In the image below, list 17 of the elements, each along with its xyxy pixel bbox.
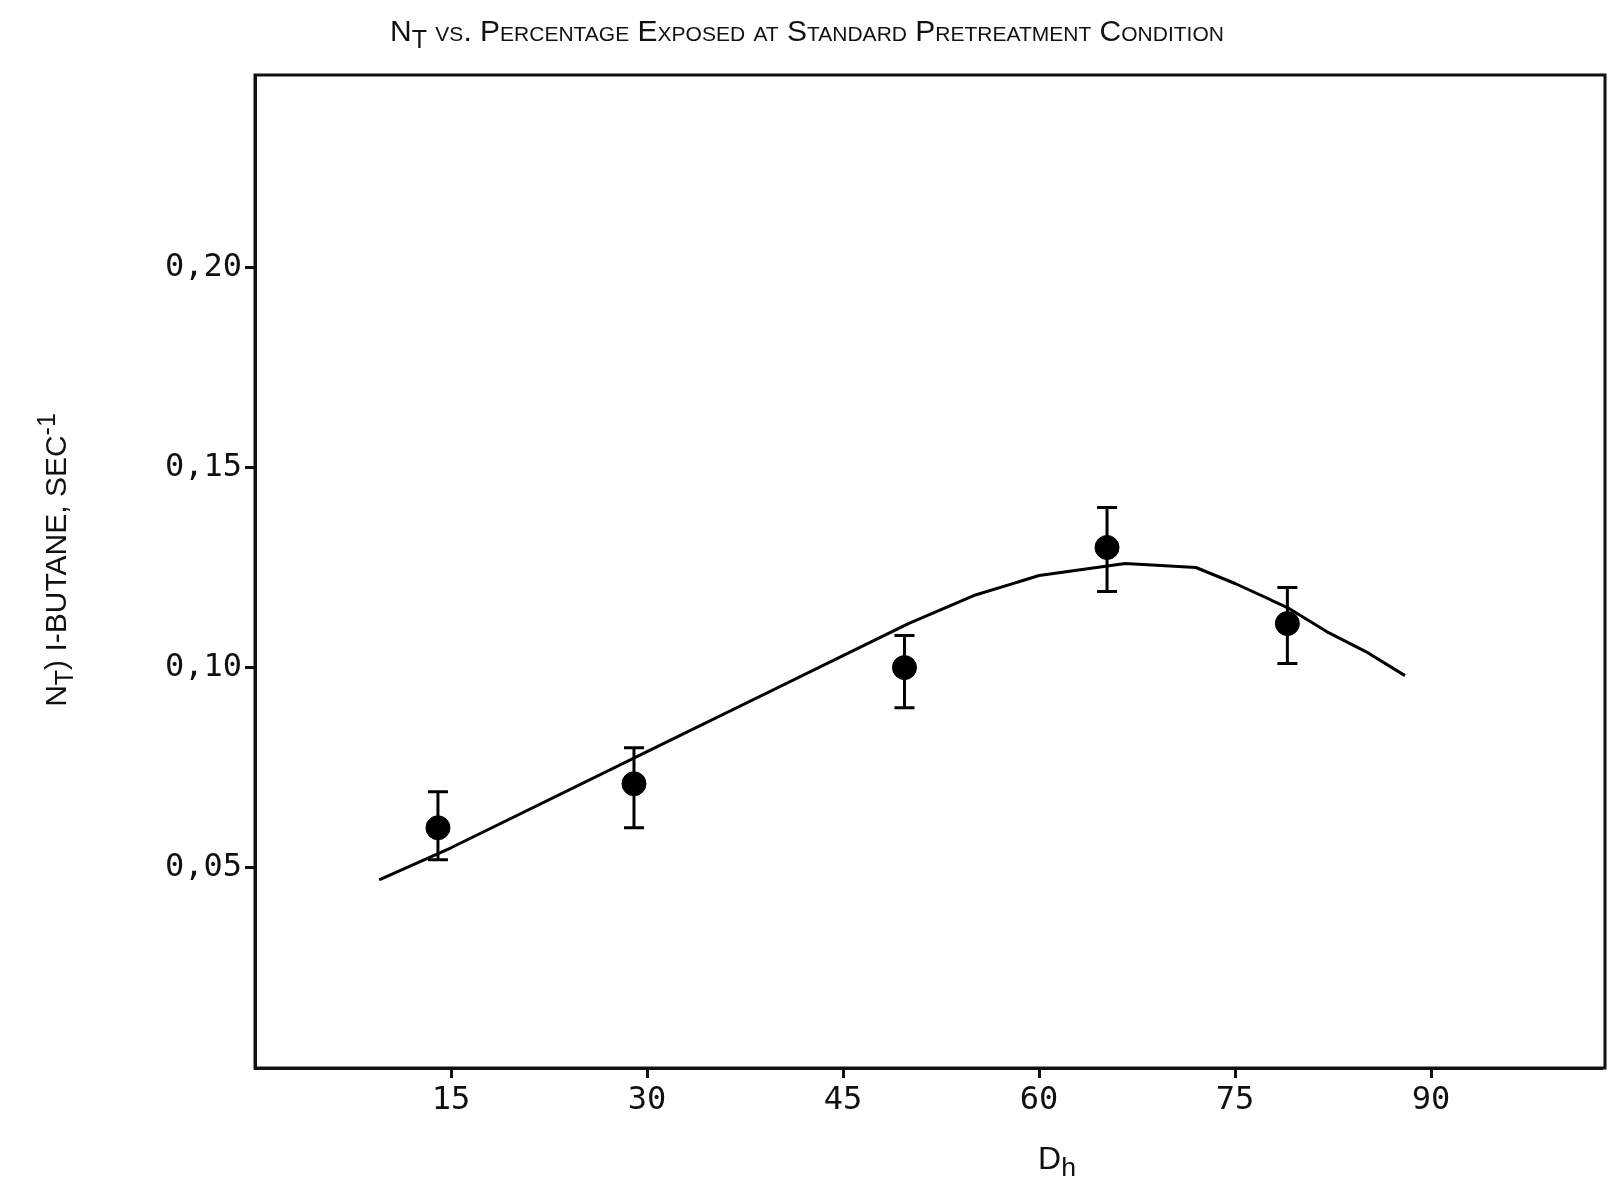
x-tick-label: 30: [627, 1078, 667, 1117]
y-tick-label: 0,10: [164, 645, 242, 684]
point: [1274, 611, 1300, 637]
x-tick-label: 75: [1215, 1078, 1255, 1117]
point: [621, 771, 647, 797]
point: [1094, 534, 1120, 560]
x-tick-label: 90: [1411, 1078, 1451, 1117]
y-tick-label: 0,20: [164, 245, 242, 284]
x-axis-title: D$_{h}$: [1037, 1140, 1077, 1184]
point: [425, 815, 451, 841]
y-tick-label: 0,15: [164, 445, 242, 484]
point: [891, 655, 917, 681]
x-tick-label: 45: [823, 1078, 863, 1117]
chart-title: N$_{T}$ vs. Percentage Exposed at Standard Pretreatment Condition: [389, 14, 1225, 54]
x-tick-label: 60: [1019, 1078, 1059, 1117]
y-tick-label: 0,05: [164, 846, 242, 885]
x-tick-label: 15: [431, 1078, 471, 1117]
